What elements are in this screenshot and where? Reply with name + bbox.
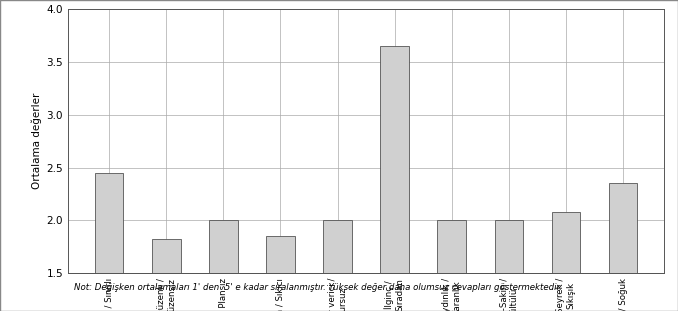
Bar — [266, 236, 295, 311]
Bar — [209, 220, 238, 311]
Text: Not: Değişken ortalamaları 1' den  5' e kadar sıralanmıştır. Yüksek değer daha o: Not: Değişken ortalamaları 1' den 5' e k… — [74, 283, 562, 292]
Bar — [609, 183, 637, 311]
Bar — [95, 173, 123, 311]
Bar — [494, 220, 523, 311]
Bar — [323, 220, 352, 311]
Bar — [437, 220, 466, 311]
Bar — [552, 212, 580, 311]
Y-axis label: Ortalama değerler: Ortalama değerler — [32, 93, 42, 189]
Bar — [380, 46, 409, 311]
Bar — [152, 239, 180, 311]
